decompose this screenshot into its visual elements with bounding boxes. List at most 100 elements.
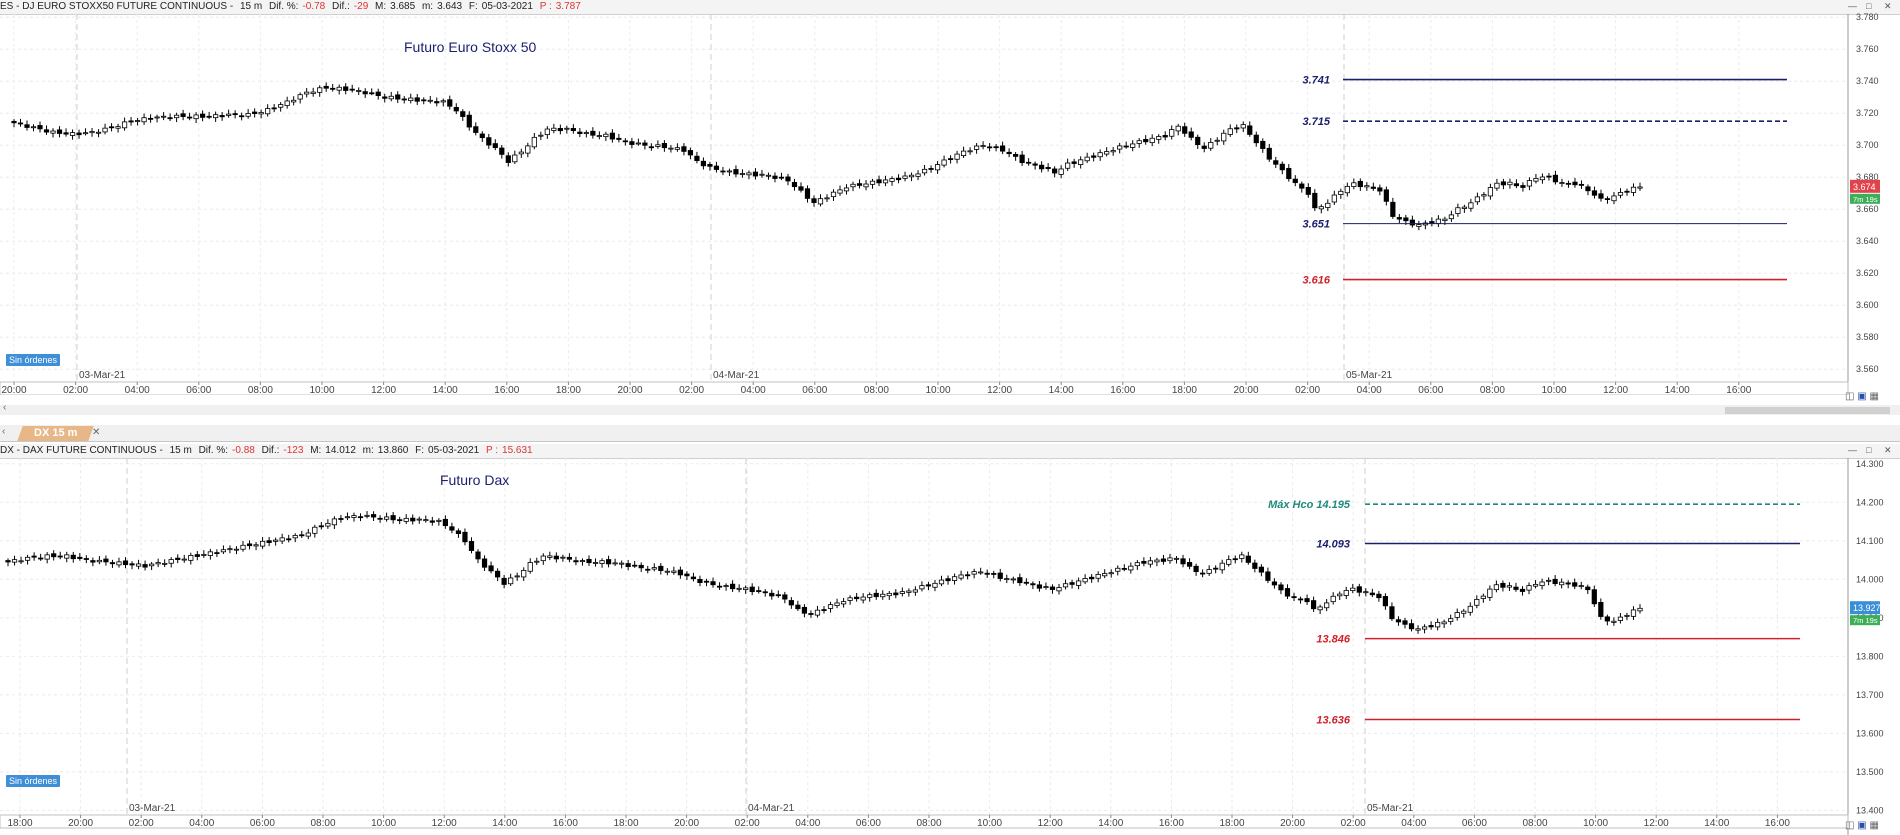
candle-body bbox=[1004, 578, 1010, 581]
candle-body bbox=[958, 574, 964, 579]
candle-body bbox=[434, 101, 440, 104]
candle bbox=[11, 119, 17, 128]
candle-body bbox=[1338, 190, 1344, 195]
candle-body bbox=[95, 131, 102, 134]
candle bbox=[1273, 156, 1279, 169]
candle-body bbox=[427, 99, 433, 102]
candle-body bbox=[1507, 181, 1513, 186]
es-minimize-icon[interactable]: — bbox=[1848, 1, 1857, 11]
dx-zoom-icon[interactable]: ◫ bbox=[1845, 820, 1855, 831]
candle-body bbox=[232, 113, 238, 116]
candle-body bbox=[687, 150, 694, 156]
candle bbox=[817, 194, 824, 207]
x-tick-label: 06:00 bbox=[1462, 818, 1487, 829]
candle-body bbox=[239, 115, 245, 118]
candle bbox=[488, 561, 494, 574]
candle-body bbox=[154, 116, 160, 119]
candle-body bbox=[44, 554, 50, 560]
es-scroll-thumb[interactable] bbox=[1725, 407, 1890, 414]
candle bbox=[1214, 137, 1220, 146]
candle-body bbox=[655, 144, 661, 147]
candle-body bbox=[1500, 181, 1507, 186]
es-maximize-icon[interactable]: □ bbox=[1866, 1, 1872, 11]
tab-dx-15m[interactable]: DX 15 m bbox=[17, 426, 95, 441]
es-orders-badge[interactable]: Sin órdenes bbox=[6, 354, 61, 366]
es-grid-icon[interactable]: ▦ bbox=[1869, 391, 1879, 402]
dx-orders-badge[interactable]: Sin órdenes bbox=[6, 775, 61, 787]
dx-grid-icon[interactable]: ▦ bbox=[1869, 820, 1879, 831]
candle bbox=[1062, 579, 1069, 590]
candle bbox=[258, 109, 264, 119]
candle bbox=[508, 573, 514, 586]
dx-close-icon[interactable]: ✕ bbox=[1884, 445, 1892, 455]
candle-body bbox=[17, 122, 24, 125]
candle bbox=[200, 110, 206, 122]
candle-body bbox=[1565, 582, 1571, 585]
candle-body bbox=[292, 535, 298, 539]
candle bbox=[449, 522, 455, 534]
price-tag bbox=[1850, 179, 1880, 193]
candle bbox=[856, 179, 863, 189]
candle bbox=[1435, 215, 1441, 227]
candle bbox=[1604, 614, 1610, 626]
y-tick-label: 3.640 bbox=[1856, 236, 1879, 246]
candle-body bbox=[1108, 572, 1114, 575]
candle-body bbox=[1206, 569, 1212, 574]
y-tick-label: 3.760 bbox=[1856, 44, 1879, 54]
candle-body bbox=[1565, 182, 1572, 185]
candle-body bbox=[1318, 206, 1324, 210]
candle-body bbox=[414, 97, 420, 102]
candle-body bbox=[973, 145, 980, 150]
candle bbox=[749, 583, 755, 596]
candle bbox=[364, 511, 370, 519]
es-zoom-icon[interactable]: ◫ bbox=[1845, 391, 1855, 402]
x-tick-label: 16:00 bbox=[1726, 385, 1751, 395]
candle bbox=[1344, 182, 1350, 197]
candle bbox=[273, 537, 279, 546]
dx-maximize-icon[interactable]: □ bbox=[1866, 445, 1872, 455]
tab-scroll-left-icon[interactable]: ‹ bbox=[2, 426, 6, 437]
dx-save-icon[interactable]: ▣ bbox=[1857, 820, 1867, 831]
es-close-icon[interactable]: ✕ bbox=[1884, 1, 1892, 11]
candle-body bbox=[1461, 206, 1467, 209]
candle bbox=[1376, 591, 1382, 602]
es-date: 05-03-2021 bbox=[481, 1, 533, 12]
candle bbox=[462, 528, 468, 546]
tab-close-icon[interactable]: ✕ bbox=[92, 427, 101, 438]
candle bbox=[668, 144, 674, 153]
candle bbox=[121, 117, 128, 131]
candle-body bbox=[544, 128, 550, 136]
candle bbox=[925, 581, 932, 591]
candle-body bbox=[455, 530, 462, 534]
dx-price-plot[interactable]: 14.30014.20014.10014.00013.90013.80013.7… bbox=[0, 444, 1900, 835]
candle bbox=[978, 567, 984, 575]
candle bbox=[56, 126, 63, 138]
candle-body bbox=[1617, 192, 1624, 196]
candle bbox=[622, 138, 628, 146]
dx-dif-pct-label: Dif. %: bbox=[198, 445, 229, 456]
candle bbox=[1474, 595, 1480, 609]
candle bbox=[447, 95, 453, 110]
candle-body bbox=[1455, 207, 1461, 214]
candle bbox=[1461, 608, 1467, 618]
candle-body bbox=[486, 137, 492, 146]
es-dif-pct-label: Dif. %: bbox=[268, 1, 299, 12]
es-scrollbar[interactable]: ‹ bbox=[0, 402, 1900, 415]
es-price-plot[interactable]: 3.780 3.760 3.740 3.720 3.700 3.680 3.660 3.640… bbox=[0, 0, 1900, 395]
dx-symbol: DX - DAX FUTURE CONTINUOUS - bbox=[0, 445, 163, 456]
candle bbox=[987, 143, 993, 152]
candle bbox=[1415, 625, 1421, 634]
candle-body bbox=[586, 558, 592, 564]
dx-minimize-icon[interactable]: — bbox=[1848, 445, 1857, 455]
candle bbox=[814, 605, 821, 618]
candle bbox=[684, 571, 690, 580]
es-save-icon[interactable]: ▣ bbox=[1857, 391, 1867, 402]
candle bbox=[1102, 569, 1108, 579]
candle-body bbox=[801, 606, 808, 614]
candle-body bbox=[1474, 599, 1480, 606]
candle-body bbox=[749, 586, 755, 593]
candle-body bbox=[1147, 560, 1153, 565]
candle bbox=[351, 512, 357, 522]
es-scroll-left-icon[interactable]: ‹ bbox=[3, 402, 7, 413]
candle bbox=[219, 112, 225, 121]
